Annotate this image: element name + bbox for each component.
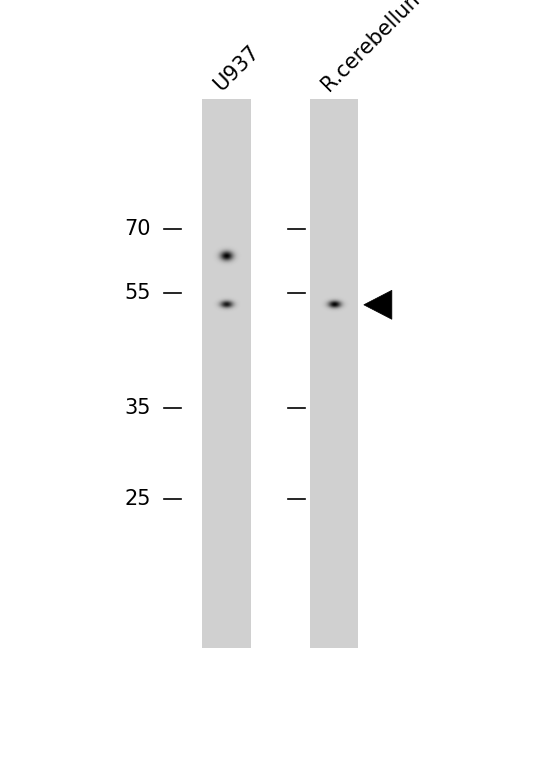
Text: 55: 55	[125, 283, 151, 303]
Polygon shape	[364, 290, 392, 319]
Text: U937: U937	[210, 42, 262, 95]
Text: 25: 25	[125, 489, 151, 509]
Bar	[310, 99, 358, 648]
Text: 70: 70	[125, 219, 151, 239]
Text: R.cerebellum: R.cerebellum	[317, 0, 429, 95]
Text: 35: 35	[125, 398, 151, 418]
Bar	[202, 99, 251, 648]
